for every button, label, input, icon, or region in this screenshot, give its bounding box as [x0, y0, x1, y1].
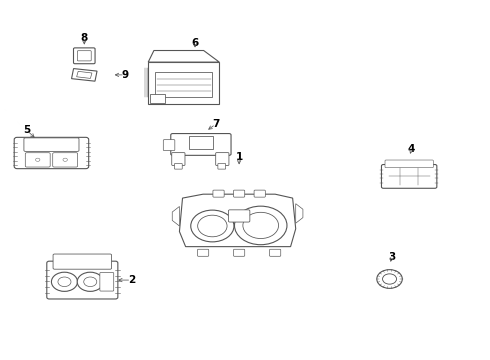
FancyBboxPatch shape	[381, 165, 437, 188]
Circle shape	[84, 277, 97, 287]
Circle shape	[383, 274, 396, 284]
Text: 4: 4	[408, 144, 416, 154]
Text: 3: 3	[389, 252, 395, 262]
FancyBboxPatch shape	[53, 153, 77, 167]
Circle shape	[35, 158, 40, 161]
Text: 1: 1	[236, 152, 243, 162]
Circle shape	[63, 158, 68, 161]
Circle shape	[51, 272, 77, 291]
FancyBboxPatch shape	[148, 62, 220, 104]
Polygon shape	[179, 194, 296, 247]
Circle shape	[191, 210, 234, 242]
Text: 6: 6	[192, 38, 198, 48]
FancyBboxPatch shape	[385, 160, 433, 168]
Polygon shape	[172, 207, 179, 226]
Circle shape	[243, 212, 279, 239]
Circle shape	[58, 277, 71, 287]
FancyBboxPatch shape	[47, 261, 118, 299]
FancyBboxPatch shape	[53, 254, 112, 269]
Polygon shape	[296, 204, 303, 223]
Text: 9: 9	[122, 70, 128, 80]
FancyBboxPatch shape	[270, 249, 281, 256]
FancyBboxPatch shape	[163, 140, 175, 150]
FancyBboxPatch shape	[171, 134, 231, 156]
Polygon shape	[148, 50, 220, 62]
Text: 8: 8	[81, 33, 88, 43]
FancyBboxPatch shape	[216, 153, 229, 166]
FancyBboxPatch shape	[254, 190, 265, 197]
FancyBboxPatch shape	[172, 153, 185, 166]
Polygon shape	[76, 71, 92, 78]
FancyBboxPatch shape	[197, 249, 209, 256]
FancyBboxPatch shape	[218, 163, 225, 169]
Text: 2: 2	[128, 275, 135, 285]
FancyBboxPatch shape	[155, 72, 212, 97]
FancyBboxPatch shape	[213, 190, 224, 197]
FancyBboxPatch shape	[149, 94, 165, 103]
Text: 7: 7	[212, 119, 220, 129]
Text: 5: 5	[24, 125, 30, 135]
FancyBboxPatch shape	[24, 138, 79, 152]
FancyBboxPatch shape	[25, 153, 50, 167]
Circle shape	[377, 270, 402, 288]
Circle shape	[197, 215, 227, 237]
Circle shape	[77, 272, 103, 291]
FancyBboxPatch shape	[228, 210, 250, 222]
FancyBboxPatch shape	[77, 51, 91, 61]
FancyBboxPatch shape	[189, 136, 213, 148]
FancyBboxPatch shape	[234, 190, 245, 197]
FancyBboxPatch shape	[234, 249, 245, 256]
FancyBboxPatch shape	[100, 273, 114, 291]
FancyBboxPatch shape	[174, 163, 182, 169]
FancyBboxPatch shape	[14, 138, 89, 168]
FancyBboxPatch shape	[74, 48, 95, 64]
Circle shape	[235, 206, 287, 245]
Polygon shape	[72, 68, 97, 81]
